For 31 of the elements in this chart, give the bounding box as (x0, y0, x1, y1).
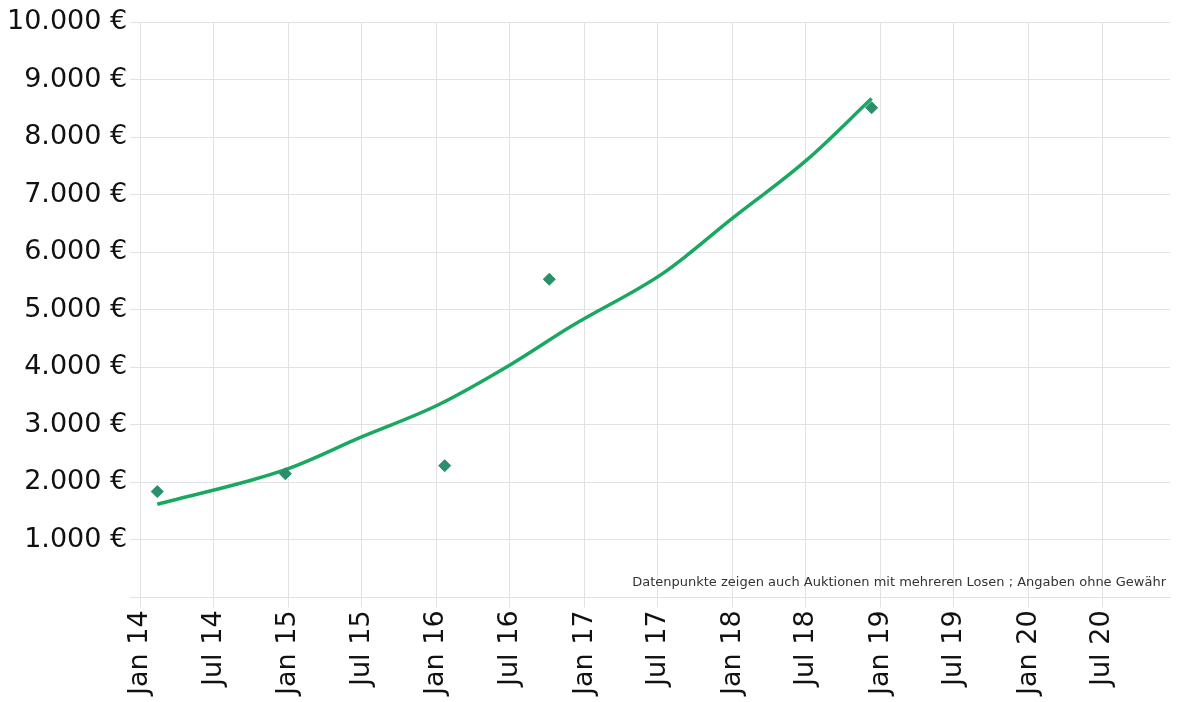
x-tick-label: Jul 19 (935, 610, 967, 688)
y-tick-label: 7.000 € (24, 176, 128, 208)
x-tick-label: Jul 16 (491, 610, 523, 688)
y-tick-label: 10.000 € (7, 4, 128, 36)
y-tick-label: 1.000 € (24, 521, 128, 553)
point (865, 101, 879, 115)
point (542, 272, 556, 286)
x-tick-label: Jul 18 (787, 610, 819, 688)
point (438, 459, 452, 473)
x-tick-label: Jan 17 (566, 610, 598, 697)
x-tick-label: Jan 16 (418, 610, 450, 697)
line-series (155, 96, 874, 506)
y-tick-label: 9.000 € (24, 61, 128, 93)
x-tick-label: Jan 18 (714, 610, 746, 697)
point (278, 467, 292, 481)
x-tick-label: Jan 20 (1010, 610, 1042, 697)
y-tick-label: 3.000 € (24, 406, 128, 438)
point (150, 485, 164, 499)
y-tick-label: 6.000 € (24, 234, 128, 266)
x-tick-label: Jul 15 (343, 610, 375, 688)
x-tick-label: Jan 19 (862, 610, 894, 697)
x-tick-label: Jul 14 (195, 610, 227, 688)
y-tick-label: 5.000 € (24, 291, 128, 323)
y-tick-label: 4.000 € (24, 349, 128, 381)
x-tick-label: Jan 14 (122, 610, 154, 697)
x-tick-label: Jul 20 (1084, 610, 1116, 688)
x-tick-label: Jul 17 (639, 610, 671, 688)
annotation: Datenpunkte zeigen auch Auktionen mit mehreren Losen ; Angaben ohne Gewähr (632, 574, 1167, 590)
y-tick-label: 2.000 € (24, 464, 128, 496)
x-tick-label: Jan 15 (270, 610, 302, 697)
y-tick-label: 8.000 € (24, 119, 128, 151)
